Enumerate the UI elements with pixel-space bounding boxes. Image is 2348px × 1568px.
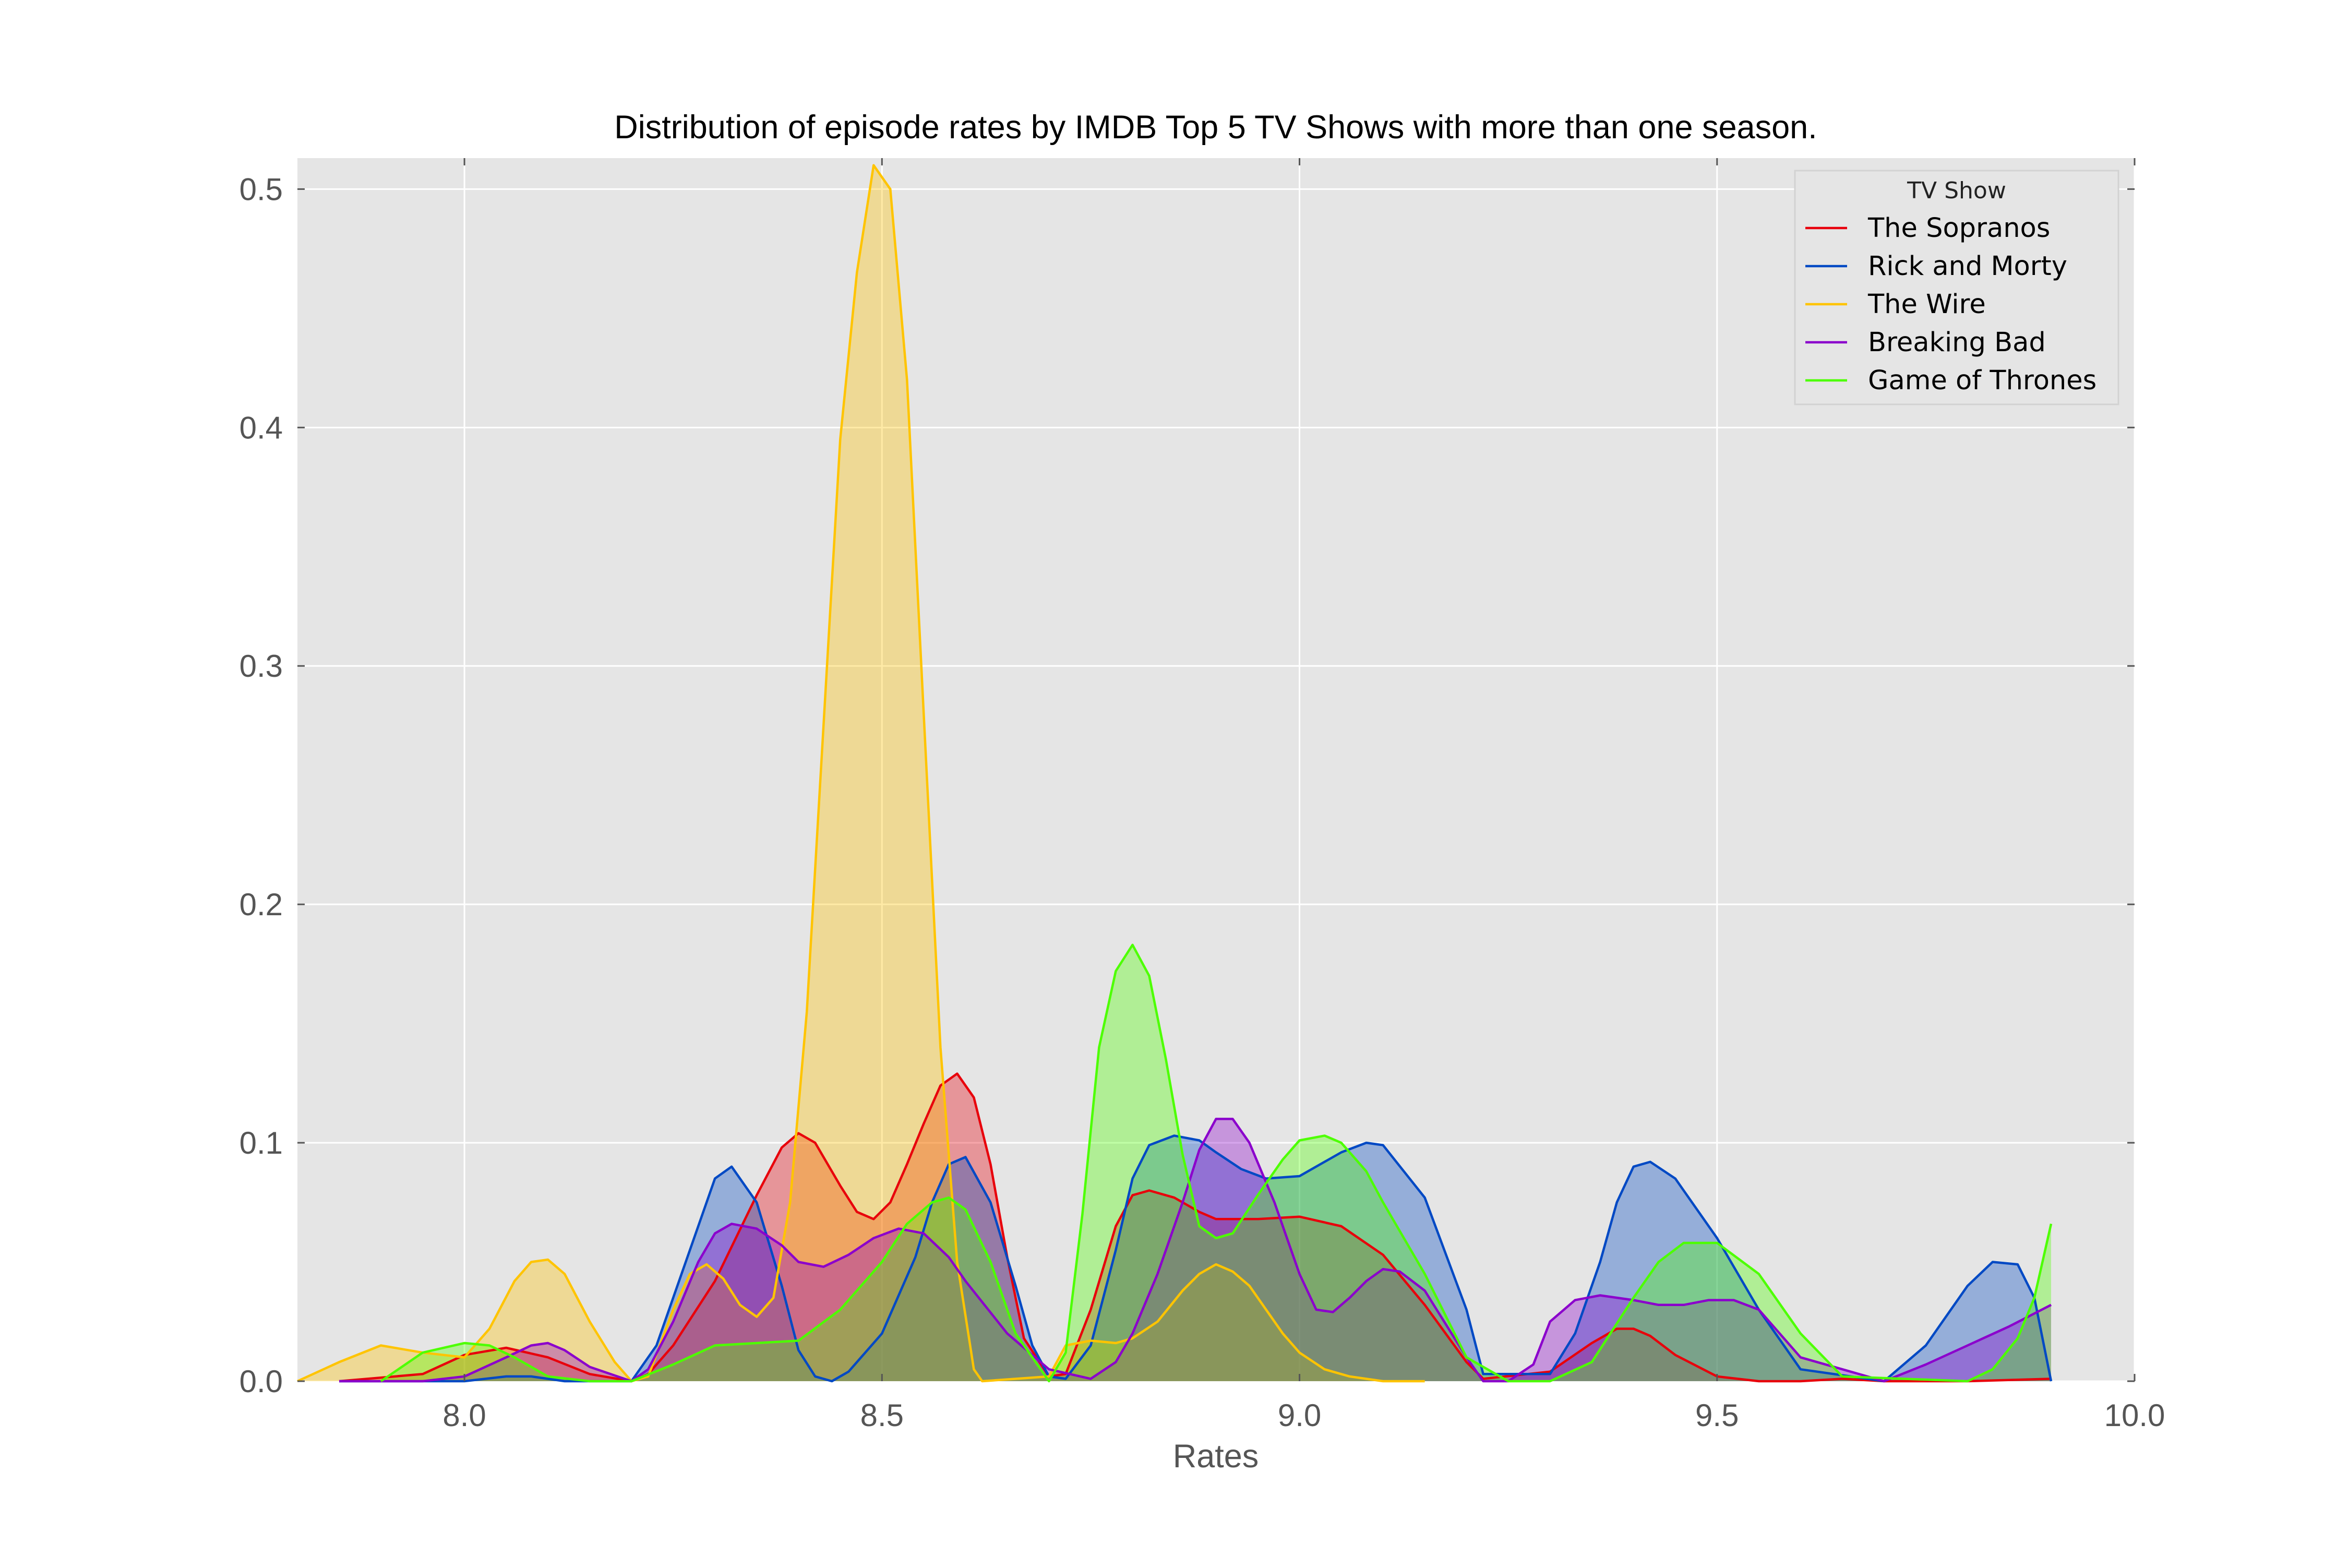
legend: TV Show The Sopranos Rick and Morty The Wi… bbox=[1794, 170, 2119, 405]
y-tick-label: 0.3 bbox=[239, 649, 283, 684]
x-tick-label: 8.0 bbox=[442, 1398, 486, 1433]
y-tick-label: 0.1 bbox=[239, 1126, 283, 1160]
area-game-of-thrones bbox=[381, 944, 2051, 1381]
y-tick-labels: 0.0 0.1 0.2 0.3 0.4 0.5 bbox=[239, 172, 283, 1399]
axis-ticks bbox=[297, 158, 2136, 1382]
x-tick-labels: 8.0 8.5 9.0 9.5 10.0 bbox=[442, 1398, 2165, 1433]
legend-frame bbox=[1794, 170, 2119, 405]
y-tick-label: 0.4 bbox=[239, 410, 283, 445]
y-tick-label: 0.5 bbox=[239, 172, 283, 207]
x-axis-label: Rates bbox=[1173, 1438, 1259, 1475]
legend-label-rick-and-morty: Rick and Morty bbox=[1868, 251, 2067, 282]
series-lines bbox=[297, 164, 2053, 1383]
x-tick-label: 9.5 bbox=[1695, 1398, 1739, 1433]
legend-entries: The Sopranos Rick and Morty The Wire Breaki… bbox=[1805, 213, 2097, 396]
legend-label-the-wire: The Wire bbox=[1867, 289, 1986, 320]
x-tick-label: 9.0 bbox=[1278, 1398, 1321, 1433]
x-tick-label: 10.0 bbox=[2104, 1398, 2165, 1433]
chart-title: Distribution of episode rates by IMDB To… bbox=[614, 109, 1817, 146]
legend-label-breaking-bad: Breaking Bad bbox=[1868, 327, 2046, 358]
line-game-of-thrones bbox=[380, 943, 2053, 1383]
x-tick-label: 8.5 bbox=[860, 1398, 904, 1433]
y-tick-label: 0.0 bbox=[239, 1364, 283, 1399]
line-rick-and-morty bbox=[339, 1134, 2053, 1383]
area-the-wire bbox=[297, 165, 1425, 1382]
legend-label-game-of-thrones: Game of Thrones bbox=[1868, 365, 2097, 396]
y-tick-label: 0.2 bbox=[239, 887, 283, 922]
area-rick-and-morty bbox=[339, 1135, 2051, 1381]
line-the-wire bbox=[297, 164, 1425, 1383]
line-breaking-bad bbox=[339, 1118, 2052, 1383]
legend-title: TV Show bbox=[1907, 177, 2006, 204]
legend-label-the-sopranos: The Sopranos bbox=[1867, 213, 2050, 244]
